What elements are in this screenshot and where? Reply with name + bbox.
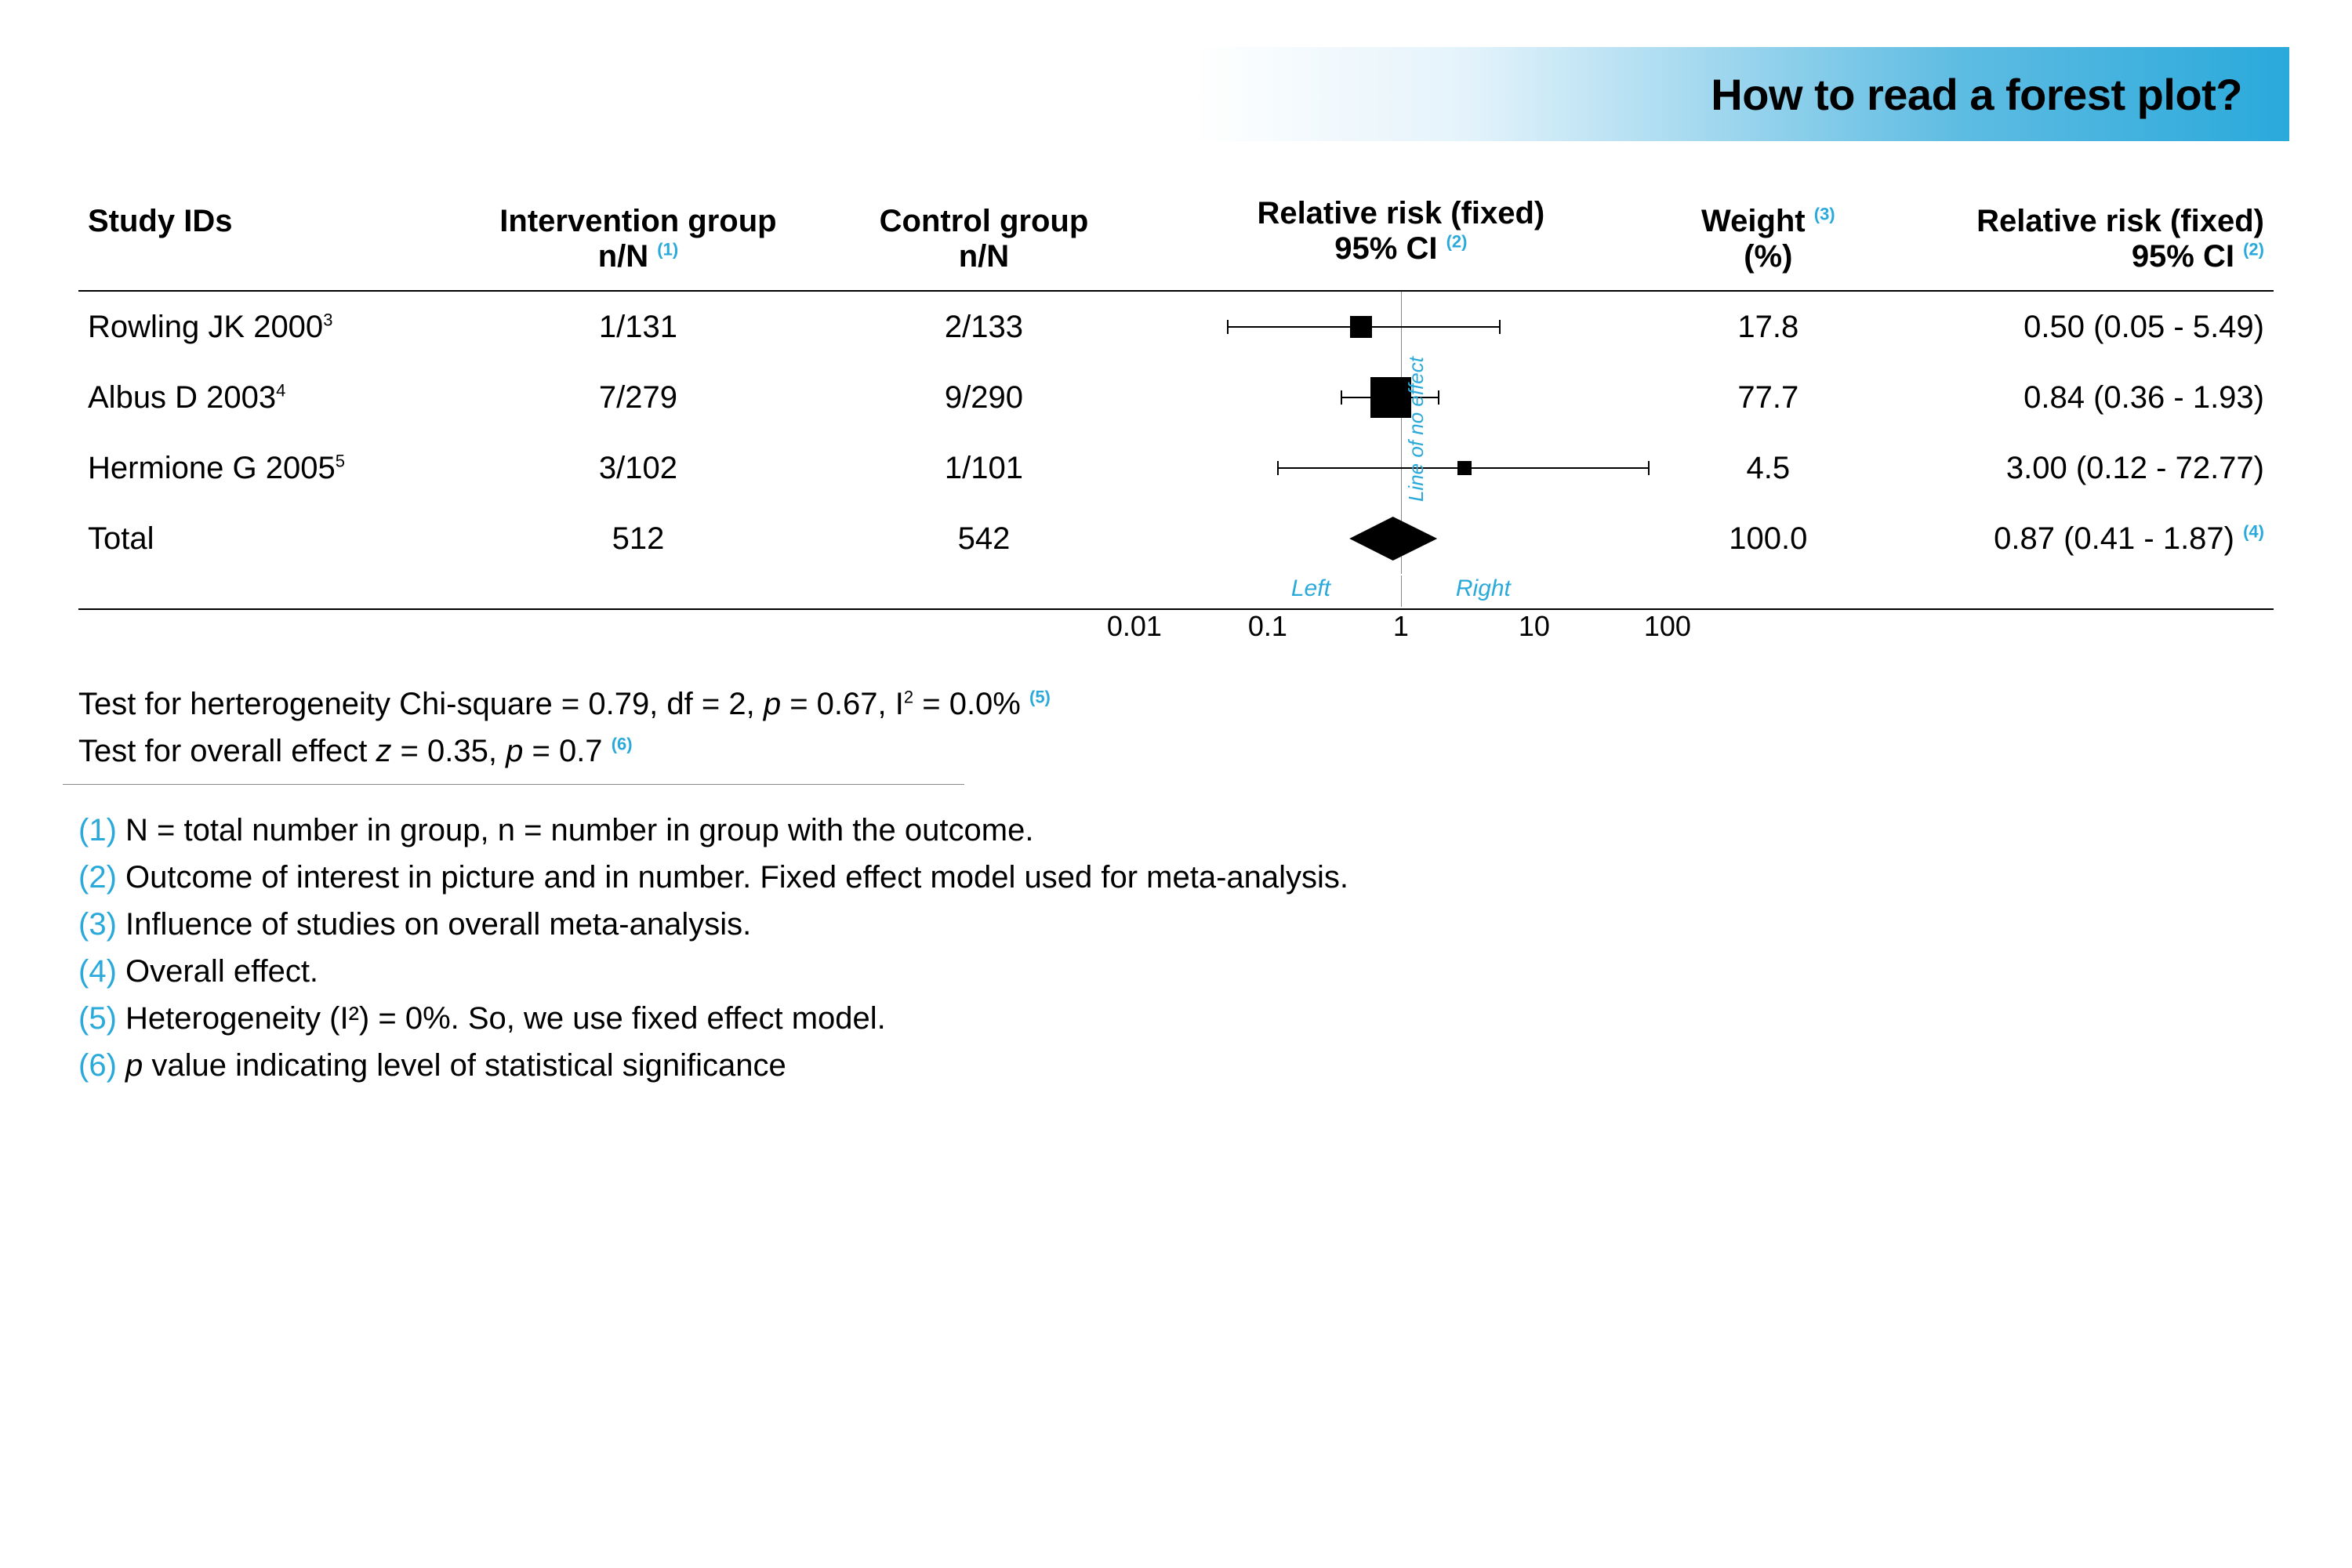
left-direction-label: Left xyxy=(1291,575,1330,602)
axis-tick-label: 10 xyxy=(1519,610,1550,643)
axis-tick-label: 1 xyxy=(1393,610,1409,643)
study-id: Hermione G 20055 xyxy=(78,433,443,503)
diamond-marker-icon xyxy=(1134,517,1668,561)
weight-value: 77.7 xyxy=(1668,362,1869,433)
weight-total: 100.0 xyxy=(1668,503,1869,574)
study-id: Albus D 20034 xyxy=(78,362,443,433)
study-id: Rowling JK 20003 xyxy=(78,291,443,362)
axis-tick-label: 0.01 xyxy=(1107,610,1162,643)
header-row: Study IDs Intervention group n/N (1) Con… xyxy=(78,196,2274,291)
footnote-item: (4) Overall effect. xyxy=(78,948,2289,995)
table-row: Hermione G 20055 3/102 1/101 Line of no … xyxy=(78,433,2274,503)
heterogeneity-test: Test for herterogeneity Chi-square = 0.7… xyxy=(78,681,2289,728)
footnote-item: (3) Influence of studies on overall meta… xyxy=(78,901,2289,948)
intervention-value: 7/279 xyxy=(443,362,833,433)
control-value: 2/133 xyxy=(833,291,1134,362)
weight-value: 17.8 xyxy=(1668,291,1869,362)
intervention-value: 3/102 xyxy=(443,433,833,503)
square-marker-icon xyxy=(1457,461,1472,475)
right-direction-label: Right xyxy=(1456,575,1511,602)
overall-effect-test: Test for overall effect z = 0.35, p = 0.… xyxy=(78,728,2289,775)
rr-value: 3.00 (0.12 - 72.77) xyxy=(1869,433,2274,503)
total-row: Total 512 542 100.0 0.87 (0.41 - 1.87) (… xyxy=(78,503,2274,574)
footnote-item: (2) Outcome of interest in picture and i… xyxy=(78,854,2289,901)
control-value: 9/290 xyxy=(833,362,1134,433)
rr-value: 0.84 (0.36 - 1.93) xyxy=(1869,362,2274,433)
forest-plot-cell xyxy=(1134,362,1668,433)
axis-tick-label: 0.1 xyxy=(1248,610,1287,643)
table-row: Rowling JK 20003 1/131 2/133 17.8 0.50 (… xyxy=(78,291,2274,362)
col-rr: Relative risk (fixed) 95% CI (2) xyxy=(1869,196,2274,291)
rr-value: 0.50 (0.05 - 5.49) xyxy=(1869,291,2274,362)
intervention-value: 1/131 xyxy=(443,291,833,362)
footnote-item: (5) Heterogeneity (I²) = 0%. So, we use … xyxy=(78,995,2289,1042)
axis-row: 0.01 0.1 1 10 100 xyxy=(78,609,2274,649)
table-row: Albus D 20034 7/279 9/290 77.7 0.84 (0.3… xyxy=(78,362,2274,433)
statistical-tests: Test for herterogeneity Chi-square = 0.7… xyxy=(78,681,2289,775)
rr-total: 0.87 (0.41 - 1.87) (4) xyxy=(1869,503,2274,574)
forest-plot-cell xyxy=(1134,503,1668,574)
direction-labels-row: Left Right xyxy=(78,574,2274,609)
footnote-item: (6) p value indicating level of statisti… xyxy=(78,1042,2289,1089)
forest-plot-cell: Line of no effect xyxy=(1134,433,1668,503)
square-marker-icon xyxy=(1350,316,1372,338)
title-banner: How to read a forest plot? xyxy=(1192,47,2289,141)
forest-plot-table-wrap: Study IDs Intervention group n/N (1) Con… xyxy=(63,196,2289,649)
weight-value: 4.5 xyxy=(1668,433,1869,503)
total-label: Total xyxy=(78,503,443,574)
page-title: How to read a forest plot? xyxy=(1711,69,2242,120)
col-study: Study IDs xyxy=(78,196,443,291)
col-plot: Relative risk (fixed) 95% CI (2) xyxy=(1134,196,1668,291)
footnotes: (1) N = total number in group, n = numbe… xyxy=(78,807,2289,1089)
forest-table: Study IDs Intervention group n/N (1) Con… xyxy=(78,196,2274,649)
col-intervention: Intervention group n/N (1) xyxy=(443,196,833,291)
control-value: 1/101 xyxy=(833,433,1134,503)
axis-tick-label: 100 xyxy=(1644,610,1691,643)
col-weight: Weight (3) (%) xyxy=(1668,196,1869,291)
col-control: Control group n/N xyxy=(833,196,1134,291)
forest-plot-cell xyxy=(1134,291,1668,362)
footnotes-divider xyxy=(63,784,964,791)
footnote-item: (1) N = total number in group, n = numbe… xyxy=(78,807,2289,854)
control-total: 542 xyxy=(833,503,1134,574)
intervention-total: 512 xyxy=(443,503,833,574)
